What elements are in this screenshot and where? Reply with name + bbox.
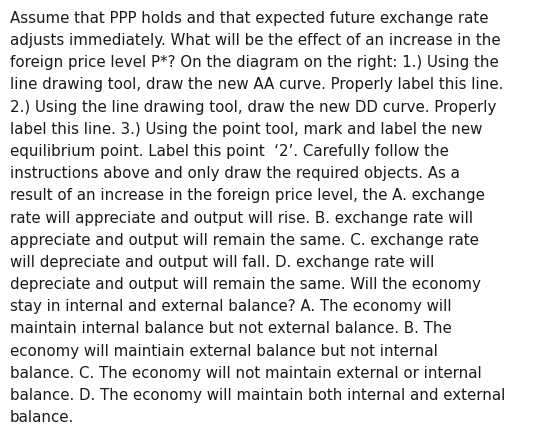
Text: will depreciate and output will fall. D. exchange rate will: will depreciate and output will fall. D.… — [10, 254, 435, 269]
Text: depreciate and output will remain the same. Will the economy: depreciate and output will remain the sa… — [10, 276, 481, 291]
Text: rate will appreciate and output will rise. B. exchange rate will: rate will appreciate and output will ris… — [10, 210, 473, 225]
Text: line drawing tool, draw the new AA curve. Properly label this line.: line drawing tool, draw the new AA curve… — [10, 77, 503, 92]
Text: equilibrium point. Label this point  ‘2’. Carefully follow the: equilibrium point. Label this point ‘2’.… — [10, 144, 449, 159]
Text: 2.) Using the line drawing tool, draw the new DD curve. Properly: 2.) Using the line drawing tool, draw th… — [10, 99, 497, 114]
Text: balance.: balance. — [10, 409, 74, 424]
Text: instructions above and only draw the required objects. As a: instructions above and only draw the req… — [10, 166, 460, 181]
Text: label this line. 3.) Using the point tool, mark and label the new: label this line. 3.) Using the point too… — [10, 121, 483, 137]
Text: result of an increase in the foreign price level, the A. exchange: result of an increase in the foreign pri… — [10, 188, 485, 203]
Text: economy will maintiain external balance but not internal: economy will maintiain external balance … — [10, 343, 438, 358]
Text: adjusts immediately. What will be the effect of an increase in the: adjusts immediately. What will be the ef… — [10, 33, 501, 48]
Text: foreign price level P*? On the diagram on the right: 1.) Using the: foreign price level P*? On the diagram o… — [10, 55, 499, 70]
Text: Assume that PPP holds and that expected future exchange rate: Assume that PPP holds and that expected … — [10, 11, 489, 26]
Text: maintain internal balance but not external balance. B. The: maintain internal balance but not extern… — [10, 321, 452, 336]
Text: balance. D. The economy will maintain both internal and external: balance. D. The economy will maintain bo… — [10, 387, 506, 402]
Text: appreciate and output will remain the same. C. exchange rate: appreciate and output will remain the sa… — [10, 232, 479, 247]
Text: balance. C. The economy will not maintain external or internal: balance. C. The economy will not maintai… — [10, 365, 482, 380]
Text: stay in internal and external balance? A. The economy will: stay in internal and external balance? A… — [10, 298, 451, 314]
